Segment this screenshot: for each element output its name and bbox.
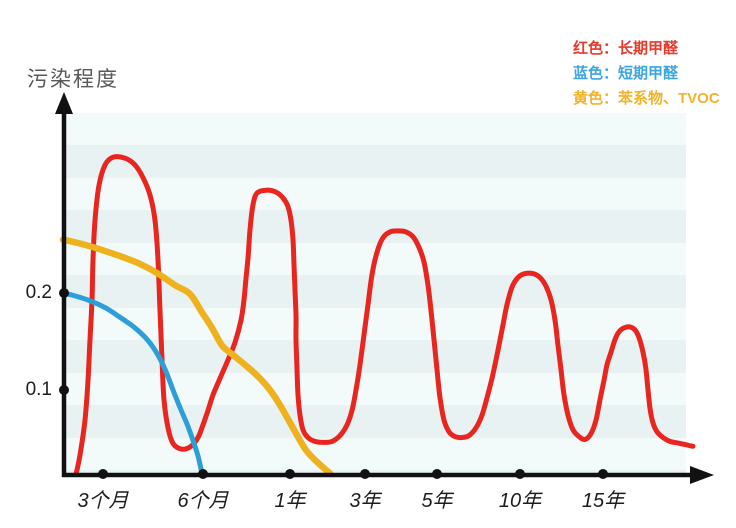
plot-area-stripes: [66, 113, 686, 474]
x-axis-arrow-icon: [690, 466, 714, 484]
tick-dot: [598, 469, 608, 479]
x-tick-label: 6个月: [177, 490, 229, 512]
legend-item-yellow: 黄色：苯系物、TVOC: [573, 90, 720, 107]
tick-dot: [59, 288, 69, 298]
tick-dot: [198, 469, 208, 479]
y-axis-title: 污染程度: [27, 68, 119, 91]
x-tick-label: 3年: [349, 490, 381, 512]
tick-dot: [432, 469, 442, 479]
legend-item-red: 红色：长期甲醛: [573, 40, 679, 57]
x-tick-label: 10年: [498, 490, 542, 512]
y-tick-label: 0.1: [25, 379, 52, 400]
long-term-formaldehyde-line: [73, 154, 696, 477]
benzene-tvoc-line: [59, 236, 334, 477]
y-axis-arrow-icon: [55, 92, 73, 114]
tick-dot: [98, 469, 108, 479]
y-tick-label: 0.2: [25, 282, 52, 303]
legend: 红色：长期甲醛 蓝色：短期甲醛 黄色：苯系物、TVOC: [573, 36, 720, 111]
x-tick-label: 15年: [581, 490, 625, 512]
short-term-formaldehyde-line: [60, 290, 205, 476]
x-tick-label: 3个月: [77, 490, 129, 512]
tick-dot: [515, 469, 525, 479]
x-tick-label: 5年: [421, 490, 453, 512]
axis-tick-dots: [59, 288, 608, 479]
x-tick-label: 1年: [274, 490, 306, 512]
tick-dot: [59, 385, 69, 395]
legend-item-blue: 蓝色：短期甲醛: [573, 65, 679, 82]
tick-dot: [360, 469, 370, 479]
tick-dot: [285, 469, 295, 479]
